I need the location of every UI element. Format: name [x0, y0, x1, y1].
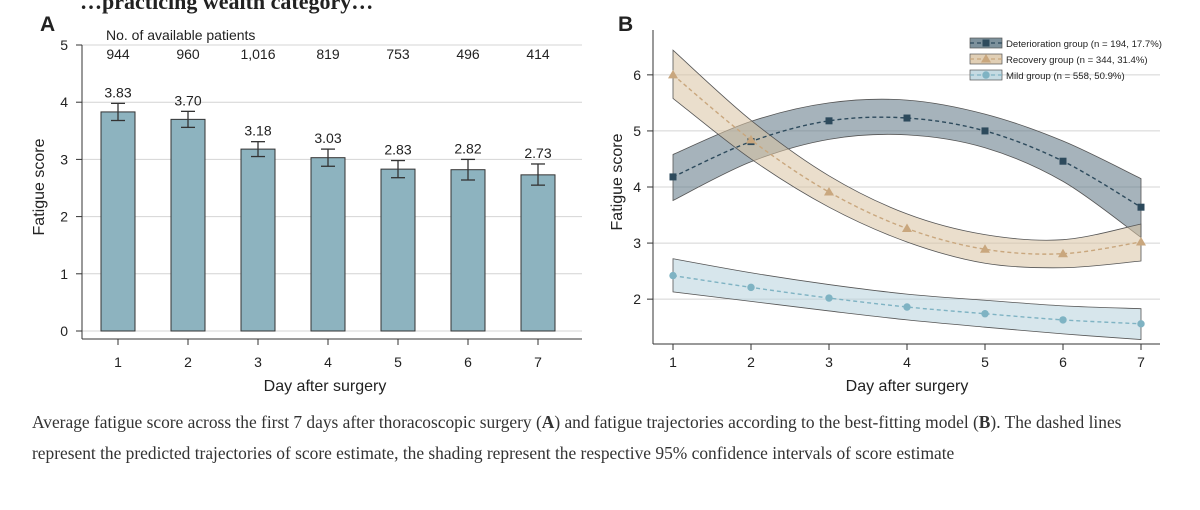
patient-count: 414	[526, 46, 550, 62]
square-marker	[903, 114, 911, 122]
bar	[310, 157, 346, 332]
trajectory-line	[672, 74, 1142, 255]
y-tick-label: 0	[60, 323, 68, 339]
square-marker	[1137, 203, 1145, 211]
caption-part-3: ). The dashed lines represent the predic…	[32, 412, 1122, 463]
bar	[240, 148, 276, 332]
x-tick-label: 6	[464, 354, 472, 370]
square-marker	[1059, 157, 1067, 165]
y-tick-label: 5	[60, 37, 68, 53]
y-axis-title: Fatigue score	[609, 133, 626, 230]
triangle-marker	[980, 244, 990, 253]
x-tick-label: 3	[254, 354, 262, 370]
x-tick-label: 5	[394, 354, 402, 370]
circle-marker	[1059, 316, 1067, 324]
chart-b: B 2 3 4 5 6 1 2 3 4 5 6 7 Deterioration group (n = …	[609, 13, 1162, 395]
x-tick-label: 6	[1059, 354, 1067, 370]
x-tick-label: 4	[324, 354, 332, 370]
value-label: 3.18	[244, 123, 271, 139]
circle-marker	[747, 283, 755, 292]
patient-count: 819	[316, 46, 340, 62]
circle-marker	[981, 310, 989, 318]
bar	[170, 118, 206, 332]
x-tick-label: 2	[747, 354, 755, 370]
y-tick-label: 6	[633, 67, 641, 83]
counts-header: No. of available patients	[106, 27, 255, 43]
value-label: 3.70	[174, 92, 201, 108]
y-tick-label: 1	[60, 266, 68, 282]
x-tick-label: 7	[534, 354, 542, 370]
figure-caption: Average fatigue score across the first 7…	[32, 407, 1182, 469]
x-tick-label: 1	[114, 354, 122, 370]
circle-marker	[825, 294, 833, 302]
triangle-marker	[981, 54, 991, 63]
x-tick-label: 1	[669, 354, 677, 370]
bar	[520, 174, 556, 332]
triangle-marker	[1136, 236, 1146, 246]
caption-part-2: ) and fatigue trajectories according to …	[554, 412, 979, 432]
x-tick-label: 5	[981, 354, 989, 370]
value-label: 2.73	[524, 145, 551, 161]
triangle-marker	[1058, 248, 1068, 258]
triangle-marker	[746, 134, 756, 144]
value-label: 2.82	[454, 140, 481, 156]
x-tick-label: 4	[903, 354, 911, 370]
square-marker	[981, 127, 989, 135]
x-axis-title: Day after surgery	[846, 378, 969, 395]
triangle-marker	[824, 187, 834, 196]
circle-marker	[982, 71, 990, 79]
square-marker	[825, 117, 833, 125]
y-tick-label: 3	[60, 151, 68, 167]
panel-a-label: A	[40, 13, 55, 36]
patient-count: 753	[386, 46, 410, 62]
legend-label: Mild group (n = 558, 50.9%)	[1006, 71, 1125, 82]
panel-b-label: B	[618, 13, 633, 36]
patient-count: 1,016	[240, 46, 275, 62]
triangle-marker	[902, 223, 912, 232]
y-tick-label: 2	[60, 209, 68, 225]
x-tick-label: 2	[184, 354, 192, 370]
y-tick-label: 3	[633, 235, 641, 251]
legend-label: Recovery group (n = 344, 31.4%)	[1006, 55, 1148, 66]
value-label: 3.03	[314, 130, 341, 146]
bar	[380, 168, 416, 332]
y-tick-label: 4	[633, 179, 641, 195]
circle-marker	[1137, 320, 1145, 328]
caption-ref-a: A	[541, 412, 555, 432]
y-tick-label: 4	[60, 94, 68, 110]
square-marker	[982, 39, 990, 47]
value-label: 2.83	[384, 142, 411, 158]
y-tick-label: 5	[633, 123, 641, 139]
caption-part-1: Average fatigue score across the first 7…	[32, 412, 542, 432]
bar	[100, 111, 136, 332]
circle-marker	[669, 271, 677, 280]
square-marker	[669, 173, 677, 181]
x-axis-title: Day after surgery	[264, 378, 387, 395]
bar	[450, 169, 486, 332]
y-tick-label: 2	[633, 291, 641, 307]
x-tick-label: 7	[1137, 354, 1145, 370]
x-tick-label: 3	[825, 354, 833, 370]
patient-count: 496	[456, 46, 480, 62]
circle-marker	[903, 303, 911, 311]
patient-count: 960	[176, 46, 200, 62]
chart-a: A No. of available patients 0 1 2 3 4 5 1 2 3 4 5 6…	[31, 13, 582, 395]
value-label: 3.83	[104, 84, 131, 100]
clipped-top-text: …practicing wealth category…	[80, 0, 374, 14]
legend-label: Deterioration group (n = 194, 17.7%)	[1006, 39, 1162, 50]
caption-ref-b: B	[978, 412, 991, 432]
y-axis-title: Fatigue score	[31, 138, 48, 235]
confidence-band	[672, 258, 1142, 340]
triangle-marker	[668, 69, 678, 79]
patient-count: 944	[106, 46, 130, 62]
